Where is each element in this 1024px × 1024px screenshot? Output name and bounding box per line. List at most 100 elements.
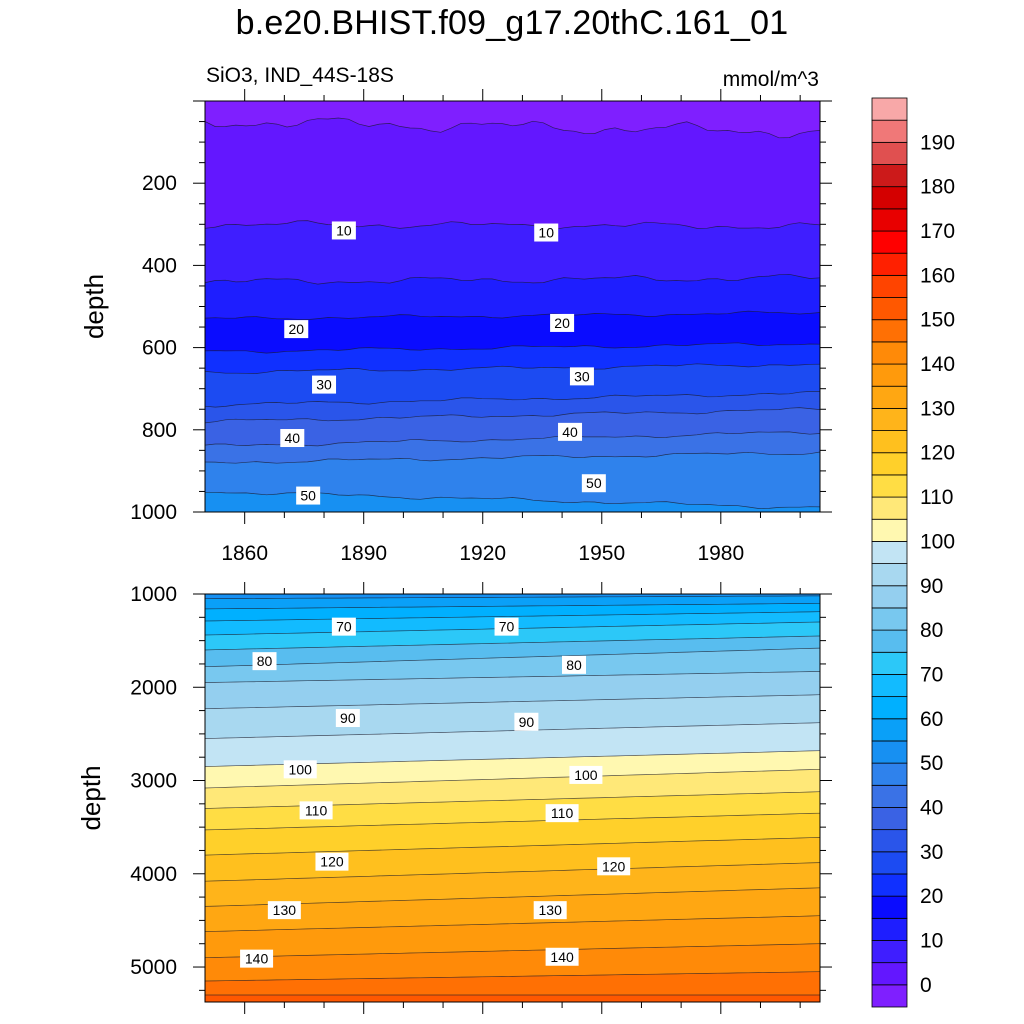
svg-text:120: 120 (602, 858, 626, 874)
colorbar-box (871, 940, 908, 964)
contour-line (205, 647, 820, 668)
y-tick-label: 1000 (130, 583, 177, 606)
contour-label: 130 (267, 901, 301, 920)
contour-label: 50 (581, 474, 606, 493)
colorbar-box (871, 141, 908, 165)
y-tick-label: 200 (142, 172, 177, 195)
y-axis-label: depth (76, 765, 106, 830)
colorbar-box (871, 363, 908, 387)
contour-line (205, 220, 820, 230)
contour-line (205, 768, 820, 789)
y-tick-label: 3000 (130, 770, 177, 793)
contour-label: 20 (284, 320, 309, 339)
colorbar-label: 70 (920, 663, 943, 686)
colorbar-box (871, 407, 908, 431)
colorbar-box (871, 962, 908, 986)
contour-line (205, 971, 820, 982)
colorbar-label: 50 (920, 752, 943, 775)
units-label: mmol/m^3 (722, 68, 819, 91)
contour-line (205, 451, 820, 464)
colorbar-label: 40 (920, 796, 943, 819)
svg-text:10: 10 (538, 225, 554, 241)
contour-line (205, 671, 820, 683)
lower-panel: 70 70 80 80 90 90 100 100 110 110 120 120 130 130 140 1… (76, 582, 832, 1014)
x-tick-label: 1950 (578, 542, 625, 565)
colorbar-label: 60 (920, 708, 943, 731)
x-tick-label: 1920 (459, 542, 506, 565)
y-tick-label: 1000 (130, 501, 177, 524)
colorbar-box (871, 917, 908, 941)
contour-line (205, 117, 820, 139)
svg-text:90: 90 (519, 714, 535, 730)
svg-text:50: 50 (300, 488, 316, 504)
colorbar-box (871, 873, 908, 897)
y-tick-label: 600 (142, 337, 177, 360)
contour-label: 20 (550, 313, 575, 332)
colorbar-box (871, 341, 908, 365)
y-tick-label: 400 (142, 254, 177, 277)
y-axis-label: depth (79, 274, 109, 339)
colorbar-box (871, 430, 908, 454)
colorbar-label: 80 (920, 619, 943, 642)
contour-line (205, 342, 820, 354)
contour-line (205, 635, 820, 651)
svg-text:90: 90 (340, 710, 356, 726)
contour-line (205, 837, 820, 856)
svg-text:70: 70 (499, 619, 515, 635)
colorbar-box (871, 385, 908, 409)
contour-line (205, 943, 820, 959)
svg-text:140: 140 (245, 951, 269, 967)
colorbar-box (871, 718, 908, 742)
contour-line (205, 611, 820, 622)
contour-line (205, 363, 820, 374)
colorbar-label: 190 (920, 131, 955, 154)
x-tick-label: 1980 (697, 542, 744, 565)
colorbar-label: 30 (920, 841, 943, 864)
colorbar-box (871, 452, 908, 476)
contour-label: 40 (280, 429, 305, 448)
contour-label: 80 (252, 652, 277, 671)
contour-label: 110 (545, 804, 579, 823)
colorbar-box (871, 984, 908, 1008)
contour-line (205, 722, 820, 739)
svg-text:10: 10 (336, 222, 352, 238)
colorbar-box (871, 541, 908, 564)
colorbar-label: 100 (920, 530, 955, 553)
svg-text:100: 100 (289, 761, 313, 777)
colorbar-label: 160 (920, 264, 955, 287)
contour-line (205, 602, 820, 610)
variable-region-label: SiO3, IND_44S-18S (206, 64, 394, 87)
colorbar-label: 20 (920, 885, 943, 908)
svg-text:20: 20 (288, 321, 304, 337)
colorbar-box (871, 829, 908, 853)
colorbar: 0 10 20 30 40 50 60 70 80 90 100 110 120 130 140 150 160… (871, 97, 955, 1008)
contour-label: 90 (514, 712, 539, 731)
contour-line (205, 391, 820, 408)
contour-label: 100 (569, 765, 603, 784)
colorbar-box (871, 208, 908, 232)
contour-label: 70 (331, 617, 356, 636)
colorbar-box (871, 474, 908, 498)
x-tick-label: 1860 (221, 542, 268, 565)
colorbar-box (871, 119, 908, 143)
svg-text:70: 70 (336, 619, 352, 635)
colorbar-box (871, 607, 908, 631)
contour-label: 120 (315, 852, 349, 871)
colorbar-box (871, 674, 908, 698)
contour-label: 10 (534, 223, 559, 242)
contour-label: 110 (299, 801, 333, 820)
svg-text:40: 40 (285, 430, 301, 446)
svg-text:50: 50 (586, 475, 602, 491)
contour-label: 70 (494, 617, 519, 636)
svg-text:110: 110 (551, 805, 574, 821)
upper-panel: 10 10 20 20 30 30 40 40 50 50 200 400 600 800 1000 1860… (79, 89, 832, 565)
svg-text:110: 110 (305, 802, 328, 818)
contour-line (205, 407, 820, 424)
colorbar-box (871, 164, 908, 188)
colorbar-box (871, 807, 908, 831)
contour-line (205, 273, 820, 285)
y-tick-label: 4000 (130, 863, 177, 886)
colorbar-box (871, 297, 908, 321)
contour-label: 140 (240, 949, 274, 968)
